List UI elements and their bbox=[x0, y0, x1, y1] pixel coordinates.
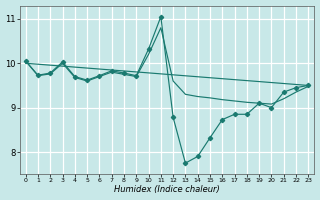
X-axis label: Humidex (Indice chaleur): Humidex (Indice chaleur) bbox=[114, 185, 220, 194]
